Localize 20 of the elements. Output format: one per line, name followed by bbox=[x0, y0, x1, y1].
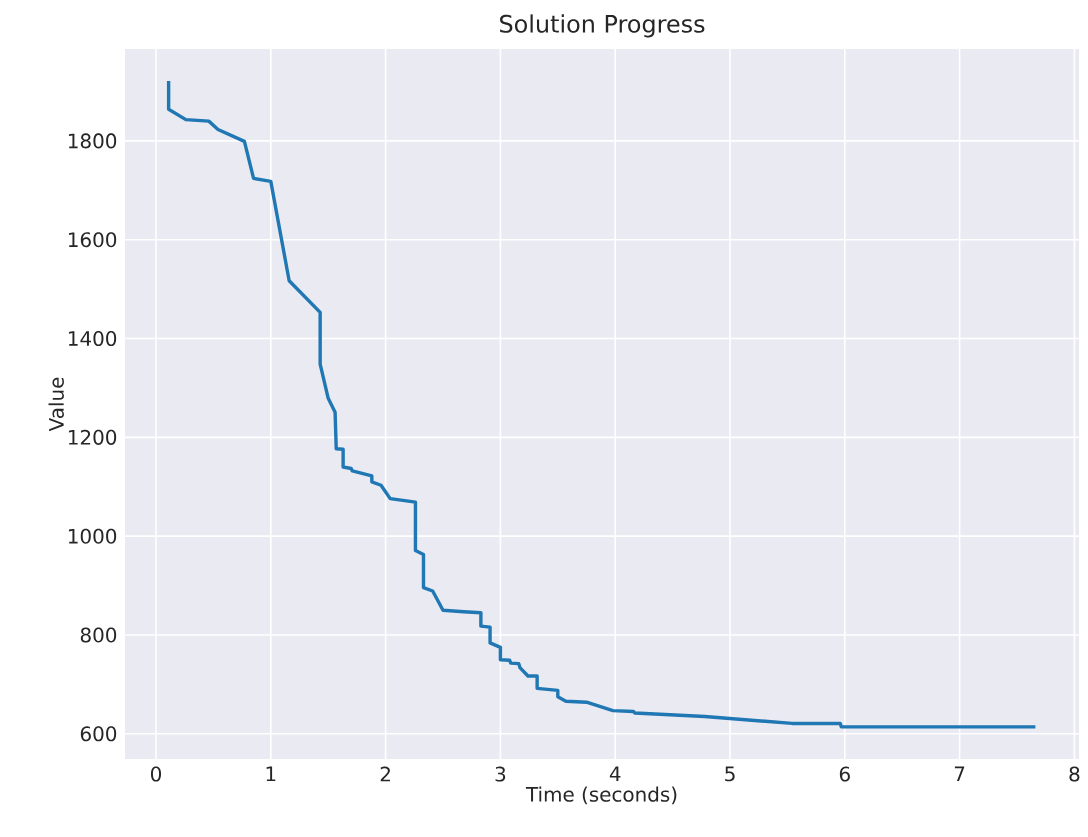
y-tick-label: 1600 bbox=[68, 232, 117, 248]
y-tick-label: 1400 bbox=[68, 331, 117, 347]
x-tick-label: 0 bbox=[150, 766, 162, 782]
x-tick-label: 2 bbox=[380, 766, 390, 782]
y-tick-label: 600 bbox=[80, 726, 117, 742]
x-tick-label: 5 bbox=[725, 766, 735, 782]
x-tick-label: 8 bbox=[1069, 766, 1080, 782]
y-tick-label: 1200 bbox=[68, 429, 117, 445]
x-tick-label: 1 bbox=[266, 766, 276, 782]
chart-title: Solution Progress bbox=[500, 14, 705, 38]
x-tick-label: 7 bbox=[954, 766, 965, 782]
x-tick-label: 3 bbox=[495, 766, 506, 782]
x-axis-title: Time (seconds) bbox=[525, 786, 677, 805]
y-axis-title: Value bbox=[48, 377, 64, 432]
y-tick-label: 1000 bbox=[68, 528, 117, 544]
y-tick-label: 1800 bbox=[68, 133, 117, 149]
y-tick-label: 800 bbox=[80, 627, 117, 643]
line-series bbox=[166, 79, 1038, 729]
x-tick-label: 4 bbox=[609, 766, 621, 782]
x-tick-label: 6 bbox=[839, 766, 850, 782]
